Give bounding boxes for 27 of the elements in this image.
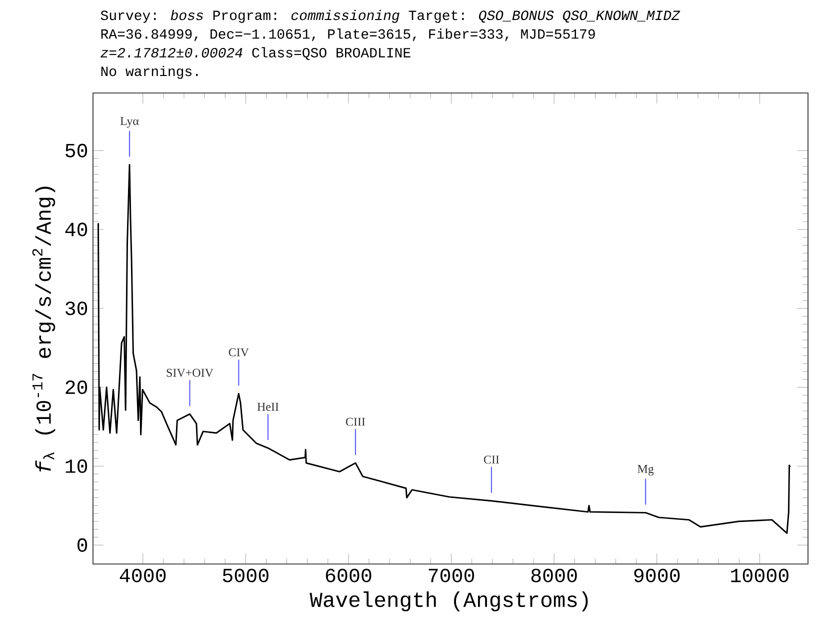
line-series (98, 164, 791, 534)
x-tick-label: 4000 (120, 568, 166, 582)
x-tick-label: 8000 (531, 568, 577, 582)
x-tick-label: 6000 (326, 568, 372, 582)
annotation: CII (484, 456, 500, 464)
annotation: CIV (228, 348, 249, 356)
y-tick-label: 30 (66, 302, 88, 316)
annotation: SIV+OIV (166, 368, 214, 377)
chart-title: Survey: boss Program: commissioning Target: QSO_BONUS QSO_KNOWN_MIDZ (100, 10, 680, 23)
annotation: HeII (257, 402, 279, 411)
x-axis-title: Wavelength (Angstroms) (310, 591, 588, 612)
annotation: Lyα (120, 117, 139, 128)
y-tick-label: 10 (66, 459, 88, 473)
x-tick-label: 7000 (428, 568, 474, 582)
x-tick-label: 9000 (634, 568, 680, 582)
text: No warnings. (101, 66, 198, 79)
y-tick-label: 0 (78, 538, 88, 552)
y-tick-label: 20 (66, 380, 88, 394)
annotation: CIII (346, 418, 366, 426)
x-tick-label: 5000 (222, 568, 268, 582)
annotation: Mg (638, 465, 654, 476)
x-tick-label: 10000 (731, 568, 788, 582)
chart-subtitle: RA=36.84999, Dec=−1.10651, Plate=3615, Fiber=333, MJD=55179 (101, 28, 595, 42)
y-axis-title: f$_{λ}$ (10$^{-17}$ erg/s/cm$^{2}$/Ang) (32, 186, 56, 472)
text: z=2.17812±0.00024 Class=QSO BROADLINE (100, 47, 410, 60)
y-tick-label: 40 (65, 222, 88, 236)
y-tick-label: 50 (66, 144, 88, 158)
